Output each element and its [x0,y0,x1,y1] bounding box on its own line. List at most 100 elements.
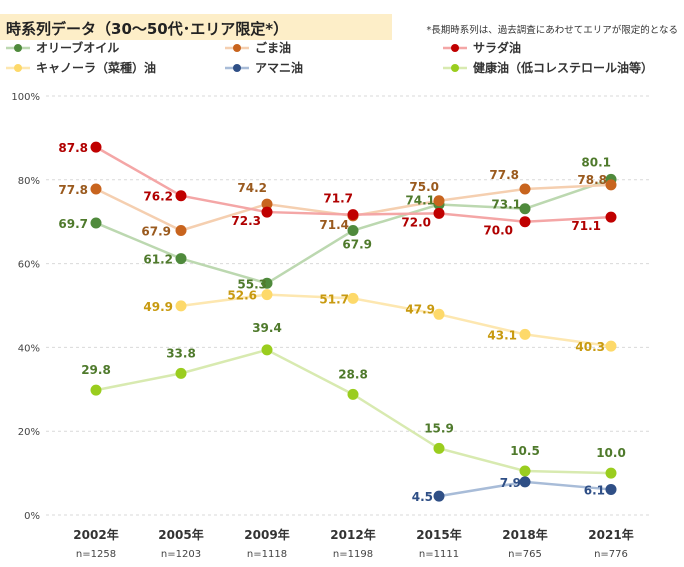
data-label: 73.1 [491,198,521,212]
x-tick-label: 2018年 [502,527,547,542]
x-tick-label: 2021年 [588,527,633,542]
data-label: 74.1 [405,194,435,208]
data-label: 10.0 [596,446,626,460]
data-point [90,217,102,229]
data-point [347,388,359,400]
chart-title: 時系列データ（30～50代･エリア限定*） [6,20,289,38]
data-label: 67.9 [342,237,372,251]
y-tick-label: 60% [18,260,40,271]
data-point [175,300,187,312]
data-label: 52.6 [227,289,257,303]
data-label: 76.2 [143,190,173,204]
data-point [433,207,445,219]
x-tick-label: 2015年 [416,527,461,542]
legend-marker [14,44,22,52]
data-point [261,277,273,289]
data-point [175,224,187,236]
data-point [605,467,617,479]
x-tick-label: 2002年 [73,527,118,542]
data-label: 70.0 [483,224,513,238]
x-tick-label: 2009年 [244,527,289,542]
data-label: 47.9 [405,302,435,316]
data-point [90,141,102,153]
sample-size-label: n=1258 [76,549,116,560]
data-label: 61.2 [143,253,173,267]
data-point [261,206,273,218]
y-tick-label: 100% [11,92,40,103]
footnote: *長期時系列は、過去調査にあわせてエリアが限定的となる [426,25,678,36]
legend-marker [451,64,459,72]
data-label: 75.0 [409,180,439,194]
data-label: 49.9 [143,300,173,314]
data-point [261,198,273,210]
data-point [519,465,531,477]
data-label: 43.1 [487,328,517,342]
data-label: 72.0 [401,215,431,229]
data-label: 71.4 [319,218,349,232]
data-point [90,183,102,195]
legend-marker [233,64,241,72]
data-point [519,216,531,228]
legend-label: アマニ油 [255,60,303,75]
data-point [605,179,617,191]
legend-label: サラダ油 [473,40,521,55]
legend-label: ごま油 [255,40,291,55]
sample-size-label: n=765 [508,549,542,560]
legend-marker [14,64,22,72]
data-point [261,289,273,301]
data-point [347,209,359,221]
y-tick-label: 80% [18,176,40,187]
data-point [175,367,187,379]
data-point [519,328,531,340]
data-label: 40.3 [575,340,605,354]
data-label: 10.5 [510,444,540,458]
sample-size-label: n=1203 [161,549,201,560]
data-point [433,442,445,454]
title-banner [0,14,392,40]
legend-marker [233,44,241,52]
legend-label: 健康油（低コレステロール油等） [473,60,653,75]
y-tick-label: 40% [18,343,40,354]
data-label: 69.7 [58,217,88,231]
data-label: 55.3 [237,277,267,291]
y-tick-label: 20% [18,427,40,438]
data-point [175,253,187,265]
data-label: 67.9 [141,224,171,238]
data-label: 39.4 [252,321,282,335]
data-label: 4.5 [412,490,433,504]
sample-size-label: n=1118 [247,549,287,560]
legend-marker [451,44,459,52]
data-point [347,292,359,304]
data-label: 7.9 [500,476,521,490]
data-point [261,344,273,356]
data-point [175,190,187,202]
sample-size-label: n=1198 [333,549,373,560]
series-line [180,293,612,348]
data-point [433,490,445,502]
data-point [433,308,445,320]
data-label: 29.8 [81,363,111,377]
data-label: 15.9 [424,421,454,435]
data-label: 87.8 [58,141,88,155]
data-label: 78.8 [577,173,607,187]
data-label: 74.2 [237,181,267,195]
data-label: 71.1 [571,219,601,233]
data-point [519,183,531,195]
data-label: 51.7 [319,292,349,306]
data-point [347,224,359,236]
data-point [90,384,102,396]
x-tick-label: 2005年 [158,527,203,542]
legend-label: キャノーラ（菜種）油 [36,60,156,75]
legend-label: オリーブオイル [36,40,119,55]
data-label: 80.1 [581,155,611,169]
data-label: 77.8 [58,183,88,197]
data-label: 71.7 [323,192,353,206]
data-point [519,476,531,488]
y-tick-label: 0% [24,511,40,522]
x-tick-label: 2012年 [330,527,375,542]
data-label: 33.8 [166,346,196,360]
data-label: 6.1 [584,483,605,497]
data-label: 72.3 [231,214,261,228]
